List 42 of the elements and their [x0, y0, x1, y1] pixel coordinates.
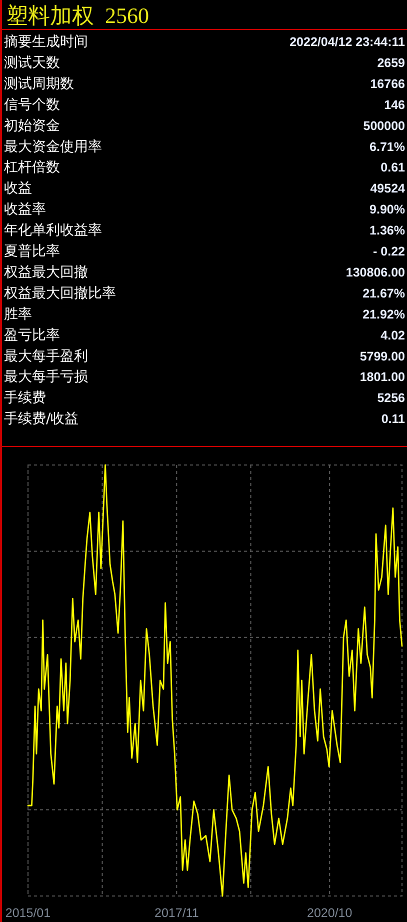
text: 0.11 — [381, 412, 405, 426]
category-label: 胜率 — [4, 306, 32, 322]
text: 4.02 — [380, 328, 405, 342]
category-label: 初始资金 — [4, 118, 60, 134]
text: 146 — [384, 98, 405, 112]
category-label: 最大每手盈利 — [4, 348, 88, 364]
text: 5256 — [377, 391, 405, 406]
category-label: 信号个数 — [4, 96, 60, 113]
x-tick-label: 2017/11 — [154, 906, 199, 920]
category-label: 权益最大回撤 — [3, 264, 88, 280]
category-label: 杠杆倍数 — [3, 160, 60, 176]
text: 1.36% — [370, 224, 405, 238]
category-label: 权益最大回撤比率 — [3, 285, 116, 302]
category-label: 测试天数 — [4, 54, 60, 71]
category-label: 夏普比率 — [4, 242, 60, 260]
text: 49524 — [370, 182, 405, 196]
text: 5799.00 — [360, 349, 405, 364]
category-label: 最大资金使用率 — [4, 138, 102, 155]
category-label: 收益 — [4, 180, 32, 197]
category-label: 收益率 — [4, 202, 46, 218]
text: 130806.00 — [346, 265, 405, 280]
category-label: 测试周期数 — [4, 76, 74, 92]
text: 塑料加权 2560 — [6, 3, 149, 28]
category-label: 年化单利收益率 — [4, 222, 102, 239]
text: 1801.00 — [360, 370, 405, 384]
text: 21.67% — [362, 286, 405, 300]
text: 2659 — [377, 56, 405, 70]
x-tick-label: 2020/10 — [307, 906, 352, 920]
text: 0.61 — [380, 160, 405, 175]
category-label: 手续费/收益 — [4, 411, 79, 428]
category-label: 盈亏比率 — [4, 327, 60, 344]
x-tick-label: 2015/01 — [5, 906, 51, 920]
category-label: 手续费 — [4, 390, 46, 406]
text: 21.92% — [362, 307, 405, 322]
text: 9.90% — [370, 202, 405, 217]
text: - 0.22 — [373, 244, 405, 258]
category-label: 摘要生成时间 — [4, 34, 88, 50]
text: 2022/04/12 23:44:11 — [290, 35, 405, 49]
text: 6.71% — [370, 140, 405, 154]
text: 16766 — [370, 76, 405, 91]
text: 500000 — [363, 118, 405, 133]
category-label: 最大每手亏损 — [4, 369, 88, 386]
